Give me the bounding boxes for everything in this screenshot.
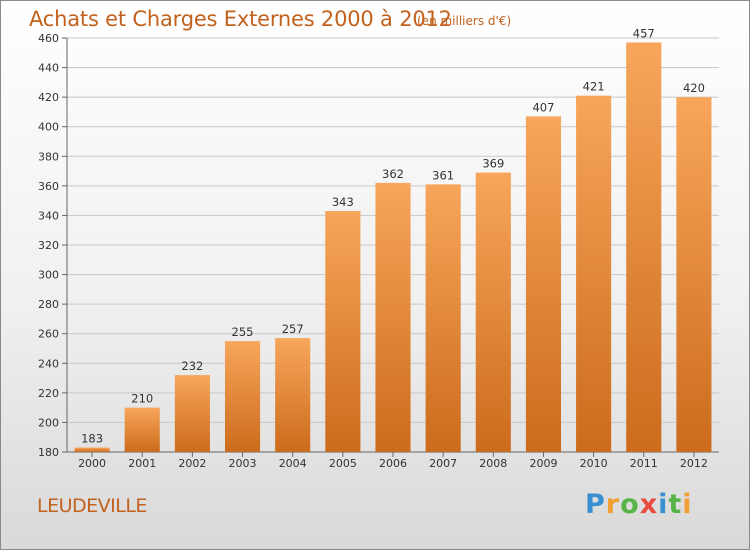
logo-letter: o (620, 489, 640, 520)
x-tick-label-2004: 2004 (279, 457, 307, 470)
value-label-2010: 421 (583, 80, 605, 94)
bar-2005 (325, 210, 361, 452)
bar-2008 (475, 172, 511, 453)
value-label-2008: 369 (482, 157, 504, 171)
x-tick-label-2012: 2012 (680, 457, 708, 470)
logo-letter: x (639, 489, 659, 520)
commune-name: LEUDEVILLE (37, 495, 147, 517)
logo-letter: i (682, 489, 693, 520)
bar-2007 (425, 184, 461, 452)
x-tick-label-2007: 2007 (429, 457, 457, 470)
y-tick-label: 420 (38, 91, 59, 104)
value-label-2003: 255 (232, 325, 254, 339)
bar-2002 (174, 375, 210, 452)
logo-letter: P (585, 489, 606, 520)
bar-2000 (74, 447, 110, 452)
y-tick-label: 280 (38, 298, 59, 311)
value-label-2000: 183 (81, 432, 103, 446)
bar-2009 (525, 116, 562, 452)
x-tick-label-2005: 2005 (329, 457, 357, 470)
y-tick-label: 260 (38, 328, 59, 341)
proxiti-logo[interactable]: Proxiti (585, 489, 693, 520)
x-tick-label-2003: 2003 (229, 457, 257, 470)
value-label-2009: 407 (532, 100, 554, 114)
logo-letter: i (658, 489, 669, 520)
bar-2003 (224, 341, 261, 452)
unit-note: (en milliers d'€) (417, 14, 512, 28)
y-tick-label: 240 (38, 357, 59, 370)
x-tick-label-2008: 2008 (479, 457, 507, 470)
bar-2004 (275, 338, 311, 452)
bar-2001 (124, 407, 160, 452)
y-tick-label: 320 (38, 239, 59, 252)
value-label-2002: 232 (181, 359, 203, 373)
bar-2006 (375, 182, 411, 452)
bar-2011 (626, 42, 662, 452)
y-tick-label: 300 (38, 269, 59, 282)
x-tick-label-2011: 2011 (630, 457, 658, 470)
y-tick-label: 380 (38, 150, 59, 163)
bars (74, 42, 712, 453)
bar-2012 (676, 97, 712, 453)
y-tick-label: 360 (38, 180, 59, 193)
x-tick-label-2010: 2010 (580, 457, 608, 470)
y-tick-label: 340 (38, 209, 59, 222)
value-label-2012: 420 (683, 81, 705, 95)
logo-letter: r (605, 489, 621, 520)
bar-2010 (576, 95, 612, 453)
y-tick-label: 460 (38, 32, 59, 45)
value-label-2007: 361 (432, 168, 454, 182)
value-label-2011: 457 (633, 26, 655, 40)
y-tick-label: 400 (38, 121, 59, 134)
labels: 183 210 232 255 257 343 362 361 369 407 421 457 420 (81, 26, 705, 445)
value-label-2005: 343 (332, 195, 354, 209)
x-tick-label-2002: 2002 (178, 457, 206, 470)
logo-letter: t (668, 489, 683, 520)
value-label-2004: 257 (282, 322, 304, 336)
x-tick-label-2001: 2001 (128, 457, 156, 470)
y-tick-label: 220 (38, 387, 59, 400)
x-tick-label-2006: 2006 (379, 457, 407, 470)
x-tick-label-2000: 2000 (78, 457, 106, 470)
y-tick-label: 200 (38, 416, 59, 429)
value-label-2001: 210 (131, 392, 153, 406)
y-tick-label: 180 (38, 446, 59, 459)
y-tick-label: 440 (38, 62, 59, 75)
value-label-2006: 362 (382, 167, 404, 181)
chart-title: Achats et Charges Externes 2000 à 2012 (29, 7, 452, 31)
x-tick-label-2009: 2009 (529, 457, 557, 470)
